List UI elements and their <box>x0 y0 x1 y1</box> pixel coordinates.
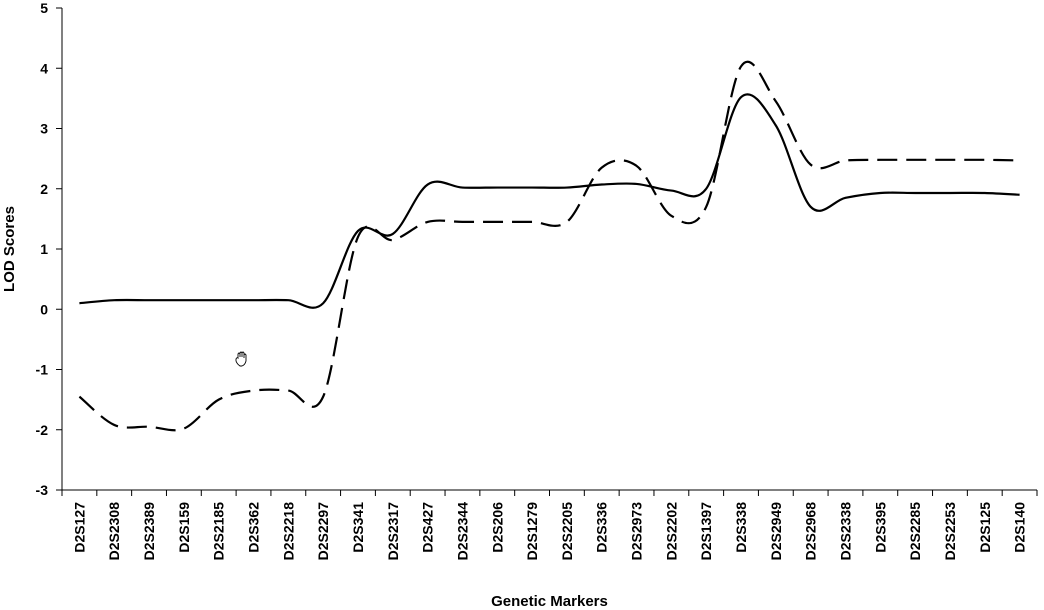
x-tick-label: D2S362 <box>246 502 262 553</box>
x-tick-label: D2S127 <box>71 502 87 553</box>
x-tick-label: D2S2968 <box>803 502 819 561</box>
x-tick-label: D2S2185 <box>211 502 227 561</box>
y-tick-label: -1 <box>36 362 49 378</box>
x-tick-label: D2S2344 <box>454 502 470 561</box>
x-tick-label: D2S1279 <box>524 502 540 561</box>
x-tick-label: D2S2218 <box>280 502 296 561</box>
y-tick-label: 5 <box>40 0 48 16</box>
hand-cursor-icon <box>235 351 247 367</box>
x-tick-label: D2S2202 <box>663 502 679 561</box>
x-tick-label: D2S395 <box>872 502 888 553</box>
y-tick-label: 3 <box>40 121 48 137</box>
x-tick-label: D2S140 <box>1012 502 1028 553</box>
y-tick-label: 1 <box>40 241 48 257</box>
x-tick-label: D2S125 <box>977 502 993 553</box>
x-tick-label: D2S2205 <box>559 502 575 561</box>
y-tick-label: 0 <box>40 301 48 317</box>
x-tick-label: D2S336 <box>594 502 610 553</box>
x-tick-label: D2S1397 <box>698 502 714 561</box>
y-tick-label: 4 <box>40 60 48 76</box>
x-tick-label: D2S338 <box>733 502 749 553</box>
x-tick-label: D2S2253 <box>942 502 958 561</box>
series-line-2 <box>78 60 1020 432</box>
series-line-1 <box>79 93 1020 309</box>
x-tick-label: D2S2389 <box>141 502 157 561</box>
axes <box>56 7 1038 496</box>
x-tick-label: D2S2308 <box>106 502 122 561</box>
x-tick-label: D2S2973 <box>629 502 645 561</box>
x-axis-title: Genetic Markers <box>491 593 608 610</box>
y-tick-label: -2 <box>36 422 49 438</box>
x-tick-label: D2S206 <box>489 502 505 553</box>
y-tick-label: 2 <box>40 181 48 197</box>
x-tick-label: D2S2338 <box>837 502 853 561</box>
x-tick-label: D2S159 <box>176 502 192 553</box>
x-tick-label: D2S427 <box>420 502 436 553</box>
y-axis-title: LOD Scores <box>1 206 18 292</box>
x-tick-label: D2S2317 <box>385 502 401 561</box>
x-tick-label: D2S2949 <box>768 502 784 561</box>
series-layer <box>78 60 1020 432</box>
x-tick-label: D2S2297 <box>315 502 331 561</box>
x-tick-label: D2S341 <box>350 502 366 553</box>
y-tick-label: -3 <box>36 482 49 498</box>
x-tick-label: D2S2285 <box>907 502 923 561</box>
labels: -3 -2 -1 0 1 2 3 4 5 D2S127 D2S2308 D2S2389 D2S159 D2… <box>36 0 1028 560</box>
